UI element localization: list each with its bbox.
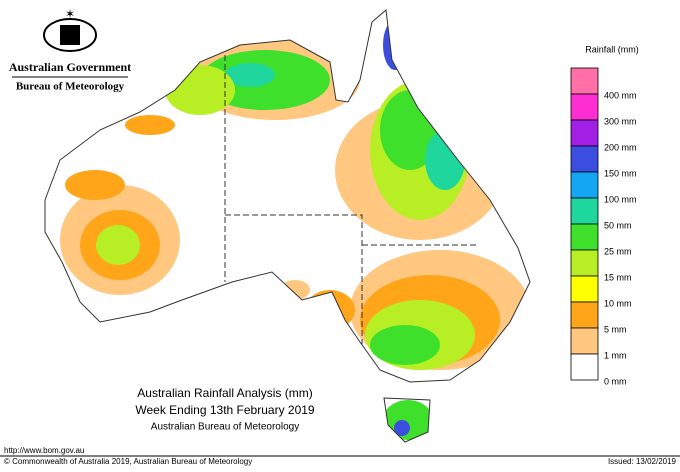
legend-title: Rainfall (mm) — [585, 44, 639, 54]
legend-swatch — [570, 67, 599, 95]
legend-label: 10 mm — [604, 298, 632, 308]
legend-label: 25 mm — [604, 246, 632, 256]
url: http://www.bom.gov.au — [4, 446, 84, 455]
legend-swatch — [570, 145, 599, 173]
legend-swatch — [570, 275, 599, 303]
legend-label: 0 mm — [604, 376, 627, 386]
title-line: Week Ending 13th February 2019 — [135, 403, 315, 417]
legend-label: 300 mm — [604, 116, 637, 126]
legend-swatch — [570, 197, 599, 225]
title-line: Australian Bureau of Meteorology — [151, 422, 299, 433]
issued: Issued: 13/02/2019 — [608, 457, 677, 466]
legend-label: 5 mm — [604, 324, 627, 334]
svg-text:✶: ✶ — [65, 7, 75, 21]
crest: ✶ — [43, 7, 97, 52]
legend-label: 100 mm — [604, 194, 637, 204]
legend-label: 50 mm — [604, 220, 632, 230]
legend-label: 200 mm — [604, 142, 637, 152]
legend-swatch — [570, 249, 599, 277]
copyright: © Commonwealth of Australia 2019, Austra… — [4, 457, 252, 466]
title-line: Australian Rainfall Analysis (mm) — [137, 386, 312, 400]
agency: Australian Government — [9, 60, 131, 74]
legend-label: 400 mm — [604, 90, 637, 100]
legend-label: 1 mm — [604, 350, 627, 360]
legend-swatch — [570, 301, 599, 329]
legend-swatch — [570, 119, 599, 147]
state-borders — [224, 55, 478, 345]
legend-swatch — [570, 223, 599, 251]
coastline — [44, 9, 531, 443]
legend-swatch — [570, 93, 599, 121]
legend-swatch — [570, 171, 599, 199]
bureau: Bureau of Meteorology — [16, 81, 125, 93]
legend: 400 mm 300 mm 200 mm 150 mm 100 mm 50 mm 25 mm… — [570, 67, 637, 386]
legend-label: 15 mm — [604, 272, 632, 282]
legend-label: 150 mm — [604, 168, 637, 178]
legend-swatch — [570, 327, 599, 355]
legend-swatch — [570, 353, 599, 381]
